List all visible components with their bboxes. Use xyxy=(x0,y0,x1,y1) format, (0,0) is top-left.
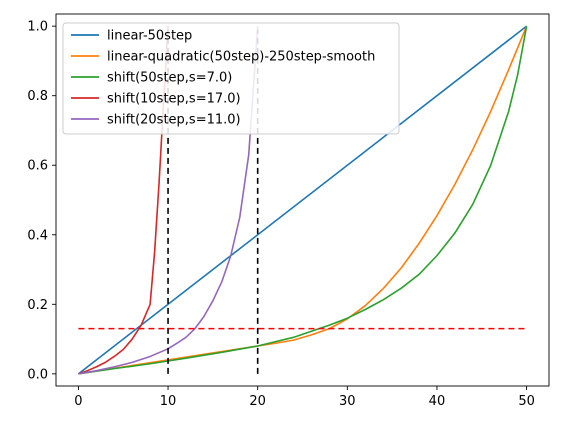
series-line-3 xyxy=(78,26,169,375)
y-tick-label: 0.0 xyxy=(27,367,48,382)
y-tick-label: 0.4 xyxy=(27,228,48,243)
series-line-2 xyxy=(78,26,528,375)
x-tick-label: 40 xyxy=(429,394,446,409)
x-tick-label: 0 xyxy=(74,394,82,409)
x-tick-label: 50 xyxy=(518,394,535,409)
axes: 0 10 20 30 40 50 0.0 0.2 0.4 0.6 0.8 1.0 xyxy=(27,13,550,409)
legend-label: linear-50step xyxy=(107,29,192,44)
y-tick-label: 0.6 xyxy=(27,159,48,174)
legend-box xyxy=(62,22,400,135)
legend-label: shift(20step,s=11.0) xyxy=(107,113,241,128)
plot-area xyxy=(77,25,528,375)
x-tick-label: 20 xyxy=(249,394,266,409)
x-tick-label: 30 xyxy=(339,394,356,409)
legend-label: shift(10step,s=17.0) xyxy=(107,92,241,107)
x-tick-label: 10 xyxy=(160,394,177,409)
axes-frame xyxy=(55,13,550,387)
y-tick-label: 0.8 xyxy=(27,89,48,104)
y-tick-label: 0.2 xyxy=(27,298,48,313)
legend-label: linear-quadratic(50step)-250step-smooth xyxy=(107,50,375,65)
series-line-0 xyxy=(77,25,528,375)
legend: linear-50step linear-quadratic(50step)-25… xyxy=(62,22,400,135)
series-line-4 xyxy=(78,26,259,375)
legend-label: shift(50step,s=7.0) xyxy=(107,71,232,86)
y-tick-label: 1.0 xyxy=(27,20,48,35)
